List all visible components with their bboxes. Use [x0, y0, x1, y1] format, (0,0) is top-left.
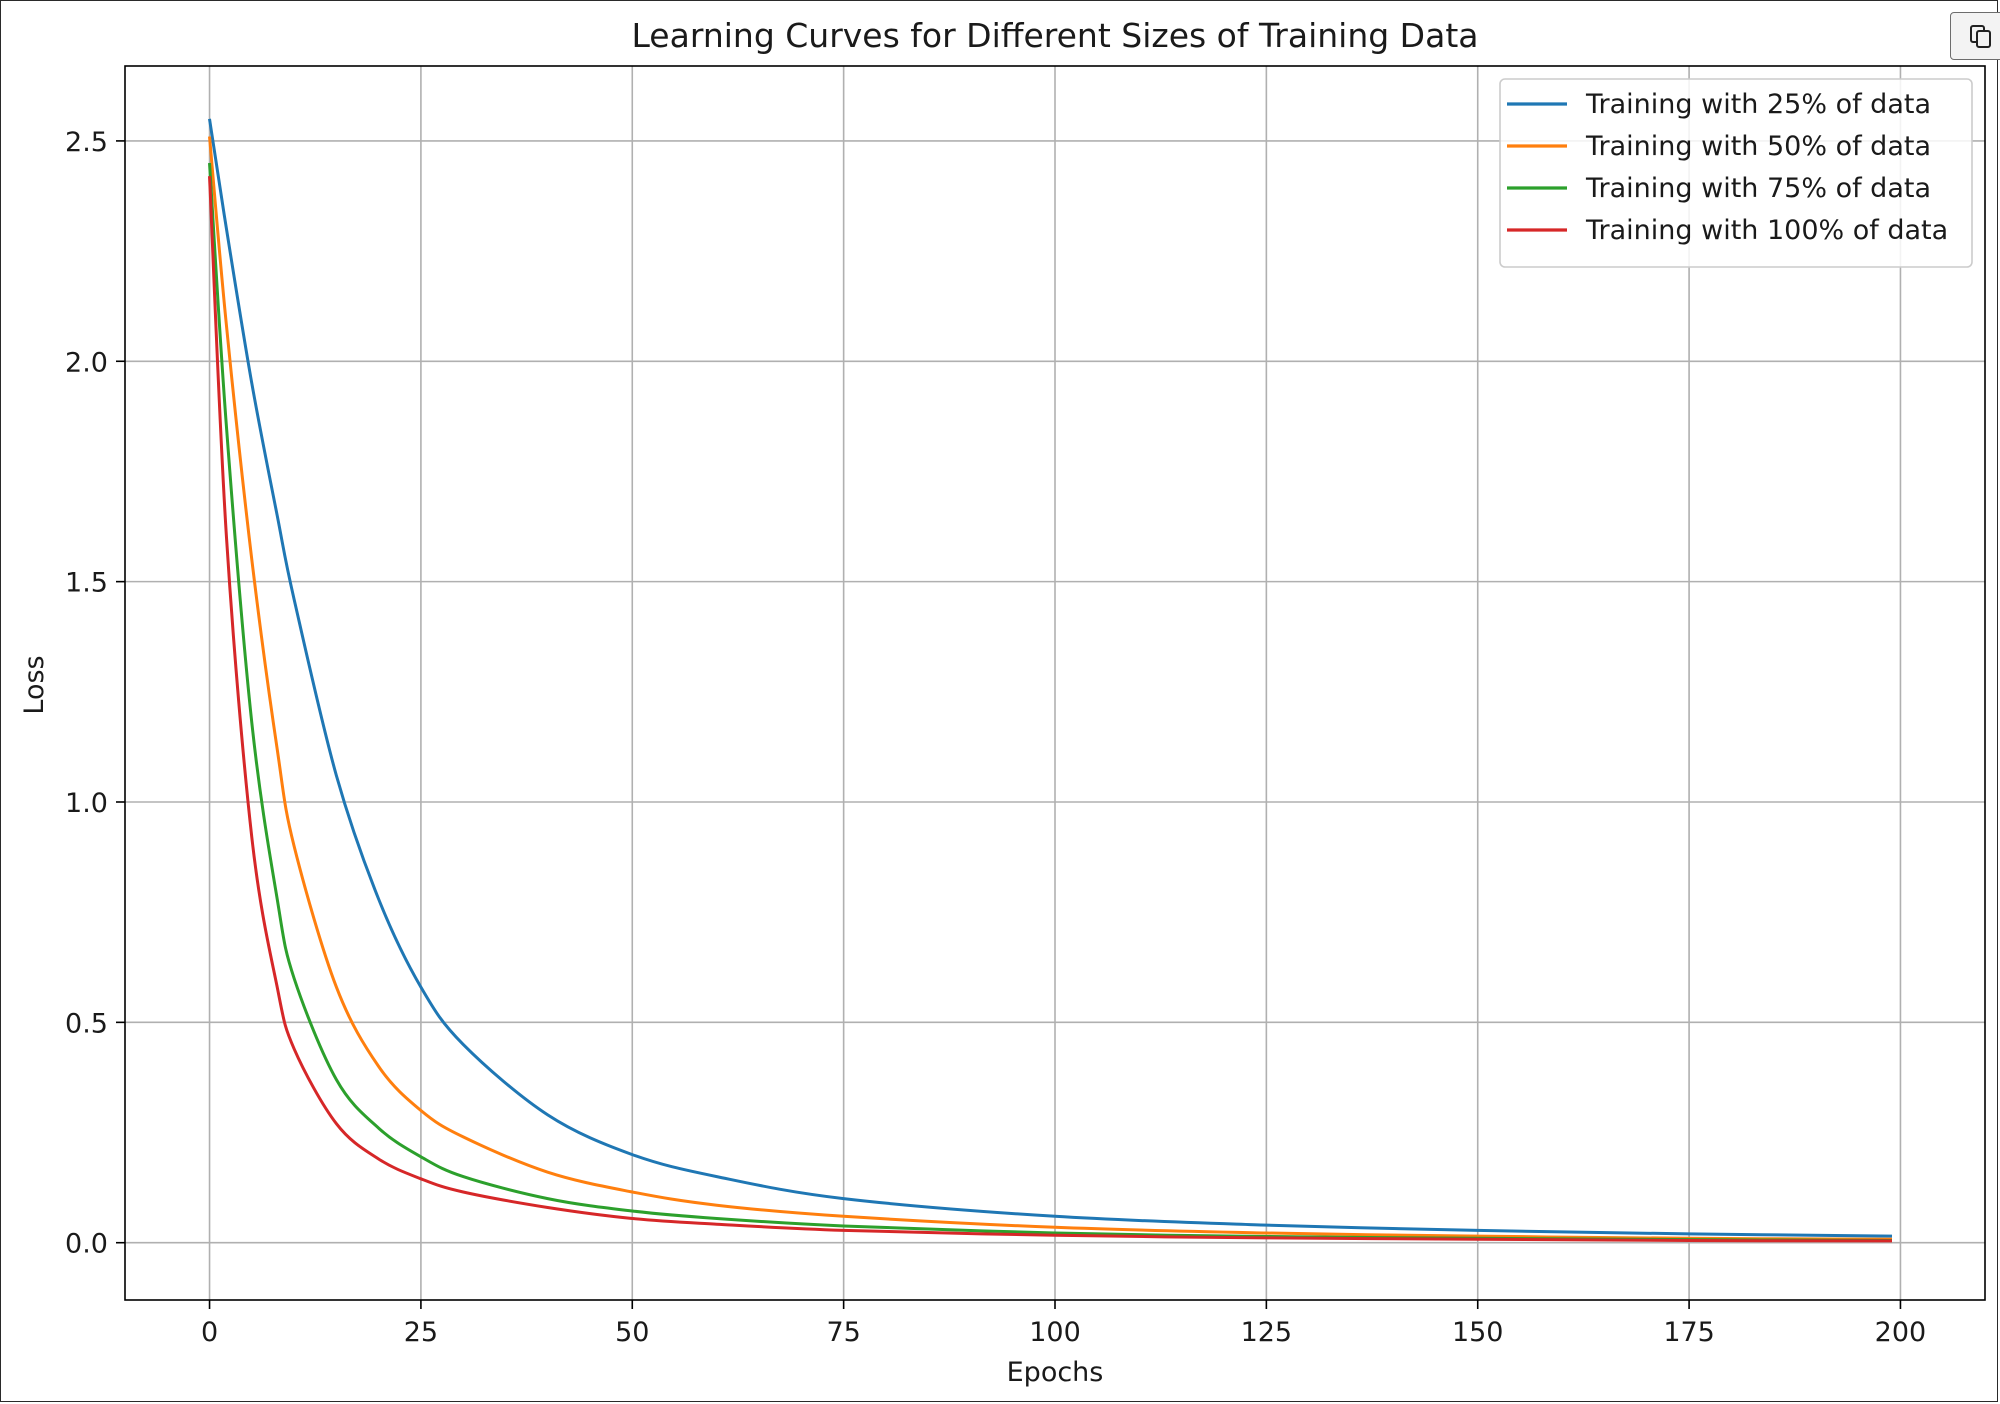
legend-label-1: Training with 50% of data — [1585, 131, 1931, 162]
y-tick-label: 1.0 — [65, 788, 108, 819]
x-tick-label: 175 — [1663, 1317, 1715, 1348]
x-tick-label: 125 — [1241, 1317, 1293, 1348]
x-tick-label: 200 — [1875, 1317, 1927, 1348]
x-tick-label: 150 — [1452, 1317, 1504, 1348]
grid-lines — [125, 66, 1985, 1300]
legend: Training with 25% of data Training with 5… — [1499, 78, 1973, 268]
legend-box — [1499, 78, 1973, 268]
series-line-3 — [208, 176, 1893, 1243]
x-tick-label: 25 — [404, 1317, 438, 1348]
y-tick-label: 0.0 — [65, 1229, 108, 1260]
copy-icon — [1970, 25, 1991, 48]
legend-label-3: Training with 100% of data — [1585, 215, 1948, 246]
series-lines — [208, 118, 1893, 1243]
y-tick-label: 0.5 — [65, 1008, 108, 1039]
copy-button[interactable] — [1950, 12, 2000, 60]
y-axis-label: Loss — [19, 655, 50, 714]
series-line-2 — [208, 162, 1893, 1242]
y-tick-label: 2.0 — [65, 347, 108, 378]
x-tick-label: 50 — [615, 1317, 649, 1348]
legend-label-2: Training with 75% of data — [1585, 173, 1931, 204]
series-line-1 — [208, 136, 1893, 1241]
legend-label-0: Training with 25% of data — [1585, 89, 1931, 120]
axis-ticks: 0 25 50 75 100 125 150 175 200 0.0 0.5 1.0 1.5 2.0 2.5 — [65, 127, 1926, 1348]
x-tick-label: 100 — [1029, 1317, 1081, 1348]
x-tick-label: 75 — [826, 1317, 860, 1348]
series-line-0 — [208, 118, 1893, 1238]
chart-title: Learning Curves for Different Sizes of T… — [632, 16, 1479, 55]
x-tick-label: 0 — [201, 1317, 218, 1348]
y-tick-label: 2.5 — [65, 127, 108, 158]
x-axis-label: Epochs — [1007, 1357, 1104, 1388]
y-tick-label: 1.5 — [65, 568, 108, 599]
